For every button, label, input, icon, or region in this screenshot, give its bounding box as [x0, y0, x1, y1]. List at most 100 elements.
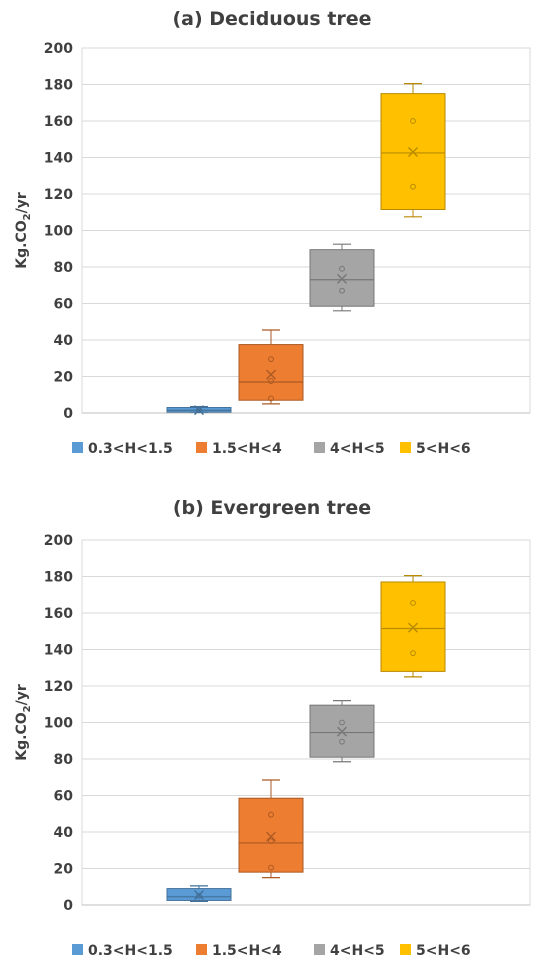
legend-swatch [196, 944, 207, 955]
legend-item: 4<H<5 [314, 441, 385, 457]
box-0.3<H<1.5 [166, 405, 232, 416]
y-tick-label: 20 [54, 862, 74, 878]
legend-label: 1.5<H<4 [212, 441, 282, 457]
box-1.5<H<4 [238, 779, 304, 879]
legend-item: 0.3<H<1.5 [72, 441, 173, 457]
y-tick-label: 160 [44, 606, 73, 622]
legend-label: 5<H<6 [416, 441, 471, 457]
y-tick-label: 0 [63, 898, 73, 914]
y-tick-label: 100 [44, 716, 73, 732]
data-point [268, 395, 274, 402]
mean-marker [408, 622, 418, 633]
chart-deciduous-tree: (a) Deciduous tree 0 20 40 60 80 100 120 140 160 1… [14, 8, 531, 457]
legend-swatch [314, 442, 325, 453]
y-axis-label-main: Kg.CO [14, 220, 30, 268]
box-iqr [238, 797, 304, 873]
legend-label: 1.5<H<4 [212, 943, 282, 959]
mean-marker-stroke [408, 622, 418, 633]
data-point [196, 407, 202, 414]
y-axis-label: Kg.CO2/yr [14, 684, 33, 761]
y-axis-label-unit: /yr [14, 684, 30, 705]
data-point [339, 265, 345, 272]
mean-marker-stroke [194, 405, 204, 416]
y-tick-label: 180 [44, 78, 73, 94]
data-point [268, 864, 274, 871]
y-axis-label: Kg.CO2/yr [14, 192, 33, 269]
y-tick-label: 40 [54, 333, 74, 349]
data-point [268, 838, 274, 845]
mean-marker-stroke [408, 147, 418, 158]
y-tick-label: 60 [54, 297, 74, 313]
chart-evergreen-tree: (b) Evergreen tree 0 20 40 60 80 100 120 140 160 1… [14, 497, 531, 959]
mean-marker [266, 369, 276, 380]
data-point [268, 378, 274, 384]
mean-marker-stroke [266, 831, 276, 842]
data-point [339, 719, 345, 726]
data-point [339, 287, 345, 294]
legend-swatch [72, 442, 83, 453]
mean-marker [337, 726, 347, 737]
legend-label: 4<H<5 [330, 943, 385, 959]
mean-marker-stroke [194, 889, 204, 900]
box-iqr [238, 344, 304, 401]
y-tick-label: 140 [44, 151, 73, 167]
y-tick-label: 80 [54, 752, 74, 768]
legend-swatch [400, 944, 411, 955]
mean-marker-stroke [266, 369, 276, 380]
y-tick-label: 120 [44, 679, 73, 695]
mean-marker-stroke [337, 726, 347, 737]
mean-marker [194, 405, 204, 416]
y-tick-label: 140 [44, 643, 73, 659]
y-tick-label: 20 [54, 370, 74, 386]
box-4<H<5 [309, 243, 375, 312]
data-point [196, 892, 202, 899]
y-tick-label: 80 [54, 260, 74, 276]
legend-item: 1.5<H<4 [196, 441, 282, 457]
data-point [268, 356, 274, 363]
legend-swatch [72, 944, 83, 955]
data-point [410, 118, 416, 124]
legend-label: 4<H<5 [330, 441, 385, 457]
legend-label: 0.3<H<1.5 [88, 943, 173, 959]
data-point [339, 738, 345, 745]
y-tick-label: 0 [63, 406, 73, 422]
legend-label: 0.3<H<1.5 [88, 441, 173, 457]
data-point [410, 600, 416, 606]
legend-item: 4<H<5 [314, 943, 385, 959]
legend-swatch [314, 944, 325, 955]
chart-title: (b) Evergreen tree [173, 497, 371, 519]
data-point [410, 650, 416, 657]
mean-marker [408, 147, 418, 158]
y-tick-label: 120 [44, 187, 73, 203]
y-tick-label: 100 [44, 224, 73, 240]
box-1.5<H<4 [238, 329, 304, 405]
data-point [410, 183, 416, 190]
legend-item: 5<H<6 [400, 441, 471, 457]
chart-title: (a) Deciduous tree [172, 8, 371, 30]
y-axis-label-unit: /yr [14, 192, 30, 213]
box-4<H<5 [309, 700, 375, 763]
y-tick-label: 40 [54, 825, 74, 841]
y-axis-label-main: Kg.CO [14, 712, 30, 760]
y-axis-label-subscript: 2 [22, 213, 33, 220]
mean-marker-stroke [337, 273, 347, 284]
box-5<H<6 [380, 82, 446, 218]
legend-swatch [400, 442, 411, 453]
legend-item: 0.3<H<1.5 [72, 943, 173, 959]
y-tick-label: 200 [44, 533, 73, 549]
legend-item: 5<H<6 [400, 943, 471, 959]
y-tick-label: 60 [54, 789, 74, 805]
box-0.3<H<1.5 [166, 885, 232, 902]
y-tick-label: 180 [44, 570, 73, 586]
mean-marker [194, 889, 204, 900]
mean-marker [337, 273, 347, 284]
legend-item: 1.5<H<4 [196, 943, 282, 959]
y-axis-label-subscript: 2 [22, 705, 33, 712]
data-point [268, 811, 274, 818]
y-tick-label: 160 [44, 114, 73, 130]
mean-marker [266, 831, 276, 842]
y-tick-label: 200 [44, 41, 73, 57]
legend-swatch [196, 442, 207, 453]
legend-label: 5<H<6 [416, 943, 471, 959]
box-5<H<6 [380, 574, 446, 678]
